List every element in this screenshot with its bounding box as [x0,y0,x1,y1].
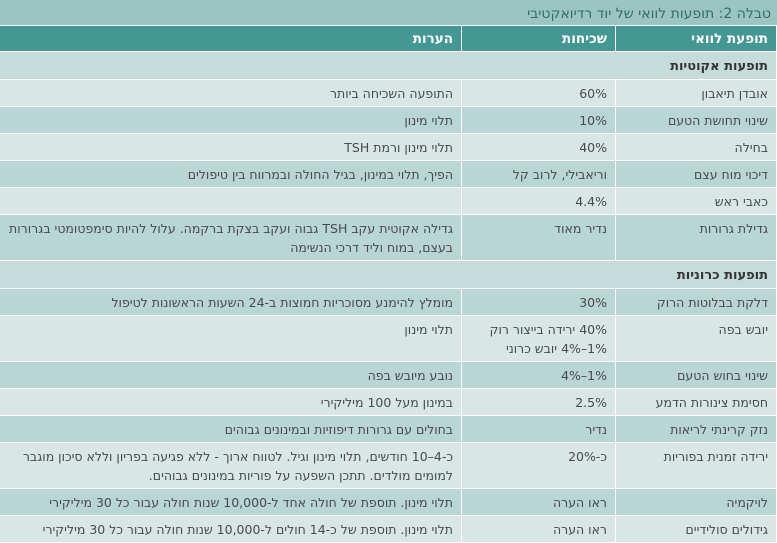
table-row: דיכוי מוח עצם וריאבילי, לרוב קל הפיך, תל… [0,160,777,188]
frequency-cell: כ-20% [461,442,616,489]
table-row: לויקמיה ראו הערה תלוי מינון. תוספת של חו… [0,488,777,516]
frequency-cell: 40% ירידה בייצור רוק 1%–4% יובש כרוני [461,315,616,362]
table-row: שינוי בחוש הטעם 1%–4% נובע מיובש בפה [0,361,777,389]
table-row: בחילה 40% תלוי מינון ורמת TSH [0,133,777,161]
table-row: גדילת גרורות נדיר מאוד גדילה אקוטית עקב … [0,214,777,261]
frequency-cell: 10% [461,106,616,134]
table-row: ירידה זמנית בפוריות כ-20% כ-4–10 חודשים,… [0,442,777,489]
table-row: נזק קרינתי לריאות נדיר בחולים עם גרורות … [0,415,777,443]
effect-cell: יובש בפה [615,315,777,362]
frequency-cell: 30% [461,288,616,316]
effect-cell: לויקמיה [615,488,777,516]
effect-cell: אובדן תיאבון [615,79,777,107]
frequency-cell: 1%–4% [461,361,616,389]
table-row: יובש בפה 40% ירידה בייצור רוק 1%–4% יובש… [0,315,777,362]
notes-cell: בחולים עם גרורות דיפוזיות ובמינונים גבוה… [0,415,462,443]
notes-cell: במינון מעל 100 מיליקירי [0,388,462,416]
notes-cell: תלוי מינון. תוספת של כ-14 חולים ל-10,000… [0,515,462,543]
section-row-chronic: תופעות כרוניות [0,260,777,289]
frequency-cell: 40% [461,133,616,161]
section-title: תופעות כרוניות [0,260,777,289]
notes-cell: התופעה השכיחה ביותר [0,79,462,107]
notes-cell [0,187,462,215]
section-title: תופעות אקוטיות [0,51,777,80]
table-row: גידולים סולידיים ראו הערה תלוי מינון. תו… [0,515,777,543]
frequency-cell: ראו הערה [461,488,616,516]
effect-cell: גדילת גרורות [615,214,777,261]
frequency-cell: וריאבילי, לרוב קל [461,160,616,188]
frequency-cell: 2.5% [461,388,616,416]
frequency-line: 1%–4% יובש כרוני [505,341,607,356]
notes-cell: תלוי מינון [0,315,462,362]
frequency-line: 40% ירידה בייצור רוק [489,322,607,337]
effect-cell: חסימת צינורות הדמע [615,388,777,416]
header-row: תופעת לוואי שכיחות הערות [0,26,777,52]
effect-cell: כאבי ראש [615,187,777,215]
effect-cell: נזק קרינתי לריאות [615,415,777,443]
frequency-cell: ראו הערה [461,515,616,543]
effect-cell: דיכוי מוח עצם [615,160,777,188]
notes-cell: נובע מיובש בפה [0,361,462,389]
effect-cell: דלקת בבלוטות הרוק [615,288,777,316]
frequency-cell: נדיר מאוד [461,214,616,261]
effect-cell: שינוי תחושת הטעם [615,106,777,134]
table-row: חסימת צינורות הדמע 2.5% במינון מעל 100 מ… [0,388,777,416]
table-row: שינוי תחושת הטעם 10% תלוי מינון [0,106,777,134]
frequency-cell: 60% [461,79,616,107]
effect-cell: שינוי בחוש הטעם [615,361,777,389]
notes-cell: תלוי מינון. תוספת של חולה אחד ל-10,000 ש… [0,488,462,516]
frequency-cell: נדיר [461,415,616,443]
side-effects-table: תופעת לוואי שכיחות הערות תופעות אקוטיות … [0,26,777,543]
notes-cell: כ-4–10 חודשים, תלוי מינון וגיל. לטווח אר… [0,442,462,489]
header-notes: הערות [0,26,462,52]
notes-cell: תלוי מינון ורמת TSH [0,133,462,161]
header-frequency: שכיחות [461,26,616,52]
table-caption: טבלה 2: תופעות לוואי של יוד רדיואקטיבי [0,0,777,26]
frequency-cell: 4.4% [461,187,616,215]
section-row-acute: תופעות אקוטיות [0,51,777,80]
effect-cell: גידולים סולידיים [615,515,777,543]
table-row: כאבי ראש 4.4% [0,187,777,215]
header-effect: תופעת לוואי [615,26,777,52]
notes-cell: גדילה אקוטית עקב TSH גבוה ועקב בצקת ברקמ… [0,214,462,261]
effect-cell: בחילה [615,133,777,161]
effect-cell: ירידה זמנית בפוריות [615,442,777,489]
notes-cell: תלוי מינון [0,106,462,134]
notes-cell: הפיך, תלוי במינון, בגיל החולה ובמרווח בי… [0,160,462,188]
table-row: דלקת בבלוטות הרוק 30% מומלץ להימנע מסוכר… [0,288,777,316]
table-row: אובדן תיאבון 60% התופעה השכיחה ביותר [0,79,777,107]
notes-cell: מומלץ להימנע מסוכריות חמוצות ב-24 השעות … [0,288,462,316]
